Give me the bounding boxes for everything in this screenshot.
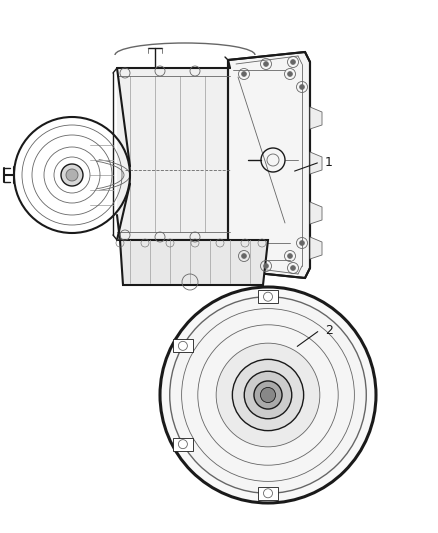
Circle shape [66, 169, 78, 181]
Polygon shape [258, 290, 278, 303]
Circle shape [261, 387, 276, 402]
Text: 2: 2 [325, 324, 333, 336]
Circle shape [264, 61, 268, 67]
Polygon shape [173, 340, 193, 352]
Circle shape [300, 85, 304, 90]
Polygon shape [117, 68, 230, 240]
Circle shape [241, 254, 247, 259]
Polygon shape [310, 237, 322, 259]
Polygon shape [258, 487, 278, 500]
Polygon shape [173, 438, 193, 450]
Circle shape [241, 71, 247, 77]
Polygon shape [120, 240, 268, 285]
Polygon shape [310, 107, 322, 129]
Circle shape [61, 164, 83, 186]
Circle shape [254, 381, 282, 409]
Circle shape [170, 297, 366, 493]
Text: 1: 1 [325, 156, 333, 168]
Circle shape [287, 254, 293, 259]
Polygon shape [310, 202, 322, 224]
Polygon shape [228, 52, 310, 278]
Circle shape [300, 240, 304, 246]
Circle shape [233, 359, 304, 431]
Circle shape [290, 265, 296, 271]
Circle shape [290, 60, 296, 64]
Circle shape [287, 71, 293, 77]
Circle shape [216, 343, 320, 447]
Circle shape [264, 263, 268, 269]
Circle shape [244, 372, 292, 419]
Circle shape [160, 287, 376, 503]
Polygon shape [310, 152, 322, 174]
